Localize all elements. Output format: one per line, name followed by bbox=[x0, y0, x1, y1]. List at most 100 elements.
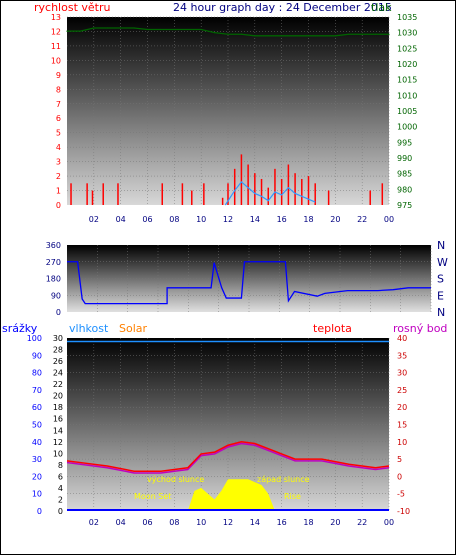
humidity-tick-label: 60 bbox=[32, 403, 42, 412]
temp-tick-label: -10 bbox=[397, 507, 410, 516]
y2-tick-label: 1010 bbox=[397, 91, 417, 100]
solar-tick-label: 28 bbox=[53, 346, 63, 355]
pressure-point bbox=[120, 27, 122, 29]
x-tick-label: 20 bbox=[330, 518, 340, 527]
temp-tick-label: 35 bbox=[397, 351, 407, 360]
pressure-point bbox=[133, 27, 135, 29]
temp-tick-label: 30 bbox=[397, 369, 407, 378]
pressure-point bbox=[227, 33, 229, 35]
pressure-point bbox=[254, 35, 256, 37]
label-solar: Solar bbox=[119, 322, 148, 335]
y2-tick-label: 1035 bbox=[397, 13, 417, 22]
solar-tick-label: 20 bbox=[53, 392, 63, 401]
dew-point-line bbox=[66, 442, 390, 474]
solar-tick-label: 22 bbox=[53, 380, 63, 389]
pressure-point bbox=[361, 33, 363, 35]
temp-tick-label: 5 bbox=[397, 455, 402, 464]
pressure-point bbox=[160, 28, 162, 31]
wind-direction-line bbox=[67, 261, 431, 305]
x-tick-label: 18 bbox=[303, 215, 313, 224]
y2-tick-label: 1000 bbox=[397, 123, 417, 132]
y-tick-label: 5 bbox=[56, 129, 61, 138]
humidity-tick-label: 40 bbox=[32, 438, 42, 447]
y2-tick-label: 1005 bbox=[397, 107, 417, 116]
solar-tick-label: 8 bbox=[58, 461, 63, 470]
temperature-line bbox=[66, 441, 390, 472]
bottom-temp-ticks: -10 -5 0 5 10 15 20 25 30 35 40 bbox=[397, 334, 410, 516]
pressure-point bbox=[334, 35, 336, 37]
humidity-tick-label: 0 bbox=[37, 507, 42, 516]
y-tick-label: 1 bbox=[56, 187, 61, 196]
y-tick-label: 4 bbox=[56, 143, 61, 152]
annotation-sunrise: východ slunce bbox=[147, 475, 204, 484]
compass-label: W bbox=[437, 256, 448, 269]
wind-gust-line bbox=[224, 180, 316, 206]
top-x-ticks: 02 04 06 08 10 12 14 16 18 20 22 00 bbox=[89, 215, 394, 224]
solar-tick-label: 10 bbox=[53, 449, 63, 458]
top-left-title: rychlost větru bbox=[34, 1, 110, 14]
x-tick-label: 12 bbox=[223, 518, 233, 527]
solar-tick-label: 24 bbox=[53, 369, 63, 378]
humidity-tick-label: 90 bbox=[32, 351, 42, 360]
y2-tick-label: 975 bbox=[397, 201, 412, 210]
pressure-point bbox=[294, 35, 296, 37]
pressure-point bbox=[66, 30, 68, 32]
pressure-point bbox=[374, 33, 377, 35]
x-tick-label: 00 bbox=[384, 215, 394, 224]
pressure-point bbox=[388, 33, 390, 35]
pressure-point bbox=[307, 35, 310, 37]
label-rosny-bod: rosný bod bbox=[393, 322, 447, 335]
y-tick-label: 6 bbox=[56, 114, 61, 123]
pressure-point bbox=[173, 28, 175, 31]
pressure-point bbox=[200, 28, 202, 31]
x-tick-label: 22 bbox=[357, 518, 367, 527]
y-tick-label: 13 bbox=[51, 13, 61, 22]
x-tick-label: 12 bbox=[223, 215, 233, 224]
y-tick-label: 0 bbox=[56, 308, 61, 317]
y-tick-label: 360 bbox=[46, 241, 61, 250]
y-tick-label: 2 bbox=[56, 172, 61, 181]
temp-tick-label: 10 bbox=[397, 438, 407, 447]
pressure-point bbox=[79, 30, 82, 32]
x-tick-label: 08 bbox=[169, 215, 179, 224]
y-tick-label: 12 bbox=[51, 27, 61, 36]
x-tick-label: 04 bbox=[116, 215, 126, 224]
solar-tick-label: 0 bbox=[58, 507, 63, 516]
temp-tick-label: -5 bbox=[397, 490, 405, 499]
direction-series bbox=[67, 261, 431, 305]
y-tick-label: 9 bbox=[56, 71, 61, 80]
solar-area bbox=[187, 479, 275, 511]
humidity-tick-label: 100 bbox=[27, 334, 42, 343]
x-tick-label: 22 bbox=[357, 215, 367, 224]
bottom-humidity-ticks: 0 10 20 30 40 50 60 70 80 90 100 bbox=[27, 334, 42, 516]
solar-tick-label: 26 bbox=[53, 357, 63, 366]
pressure-point bbox=[240, 33, 243, 35]
x-tick-label: 06 bbox=[142, 518, 152, 527]
label-teplota: teplota bbox=[313, 322, 352, 335]
solar-tick-label: 6 bbox=[58, 472, 63, 481]
top-right-ticks: 975 980 985 990 995 1000 1005 1010 1015 1020 1025 1… bbox=[397, 13, 417, 210]
y-tick-label: 11 bbox=[51, 42, 61, 51]
solar-tick-label: 4 bbox=[58, 484, 63, 493]
x-tick-label: 00 bbox=[384, 518, 394, 527]
y2-tick-label: 990 bbox=[397, 154, 412, 163]
y-tick-label: 10 bbox=[51, 56, 61, 65]
solar-tick-label: 30 bbox=[53, 334, 63, 343]
x-tick-label: 02 bbox=[89, 215, 99, 224]
humidity-tick-label: 20 bbox=[32, 472, 42, 481]
pressure-point bbox=[213, 32, 216, 34]
temp-tick-label: 15 bbox=[397, 421, 407, 430]
x-tick-label: 16 bbox=[277, 215, 287, 224]
top-right-title: tlak bbox=[371, 1, 392, 14]
x-tick-label: 06 bbox=[142, 215, 152, 224]
x-tick-label: 18 bbox=[303, 518, 313, 527]
bottom-x-ticks: 02 04 06 08 10 12 14 16 18 20 22 00 bbox=[89, 518, 394, 527]
y-tick-label: 8 bbox=[56, 85, 61, 94]
compass-label: E bbox=[437, 289, 444, 302]
pressure-point bbox=[187, 28, 189, 31]
x-tick-label: 20 bbox=[330, 215, 340, 224]
annotation-moonset: Moon Set bbox=[134, 492, 171, 501]
x-tick-label: 02 bbox=[89, 518, 99, 527]
